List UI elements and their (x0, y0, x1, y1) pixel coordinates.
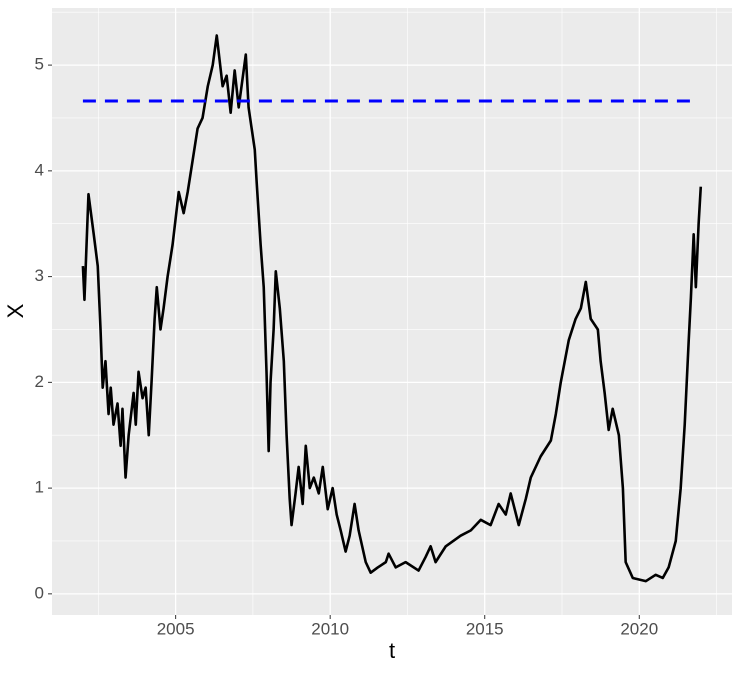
plot-background (52, 8, 732, 615)
x-tick-label: 2010 (311, 619, 349, 638)
y-tick-label: 3 (35, 266, 44, 285)
x-axis-title: t (389, 638, 395, 663)
y-tick-label: 4 (35, 160, 44, 179)
series-line (81, 34, 703, 583)
y-tick-label: 5 (35, 55, 44, 74)
y-tick-label: 0 (35, 583, 44, 602)
y-axis-title: X (3, 303, 28, 318)
x-tick-label: 2015 (466, 619, 504, 638)
x-tick-label: 2020 (620, 619, 658, 638)
y-tick-label: 1 (35, 478, 44, 497)
x-tick-label: 2005 (157, 619, 195, 638)
y-tick-label: 2 (35, 372, 44, 391)
